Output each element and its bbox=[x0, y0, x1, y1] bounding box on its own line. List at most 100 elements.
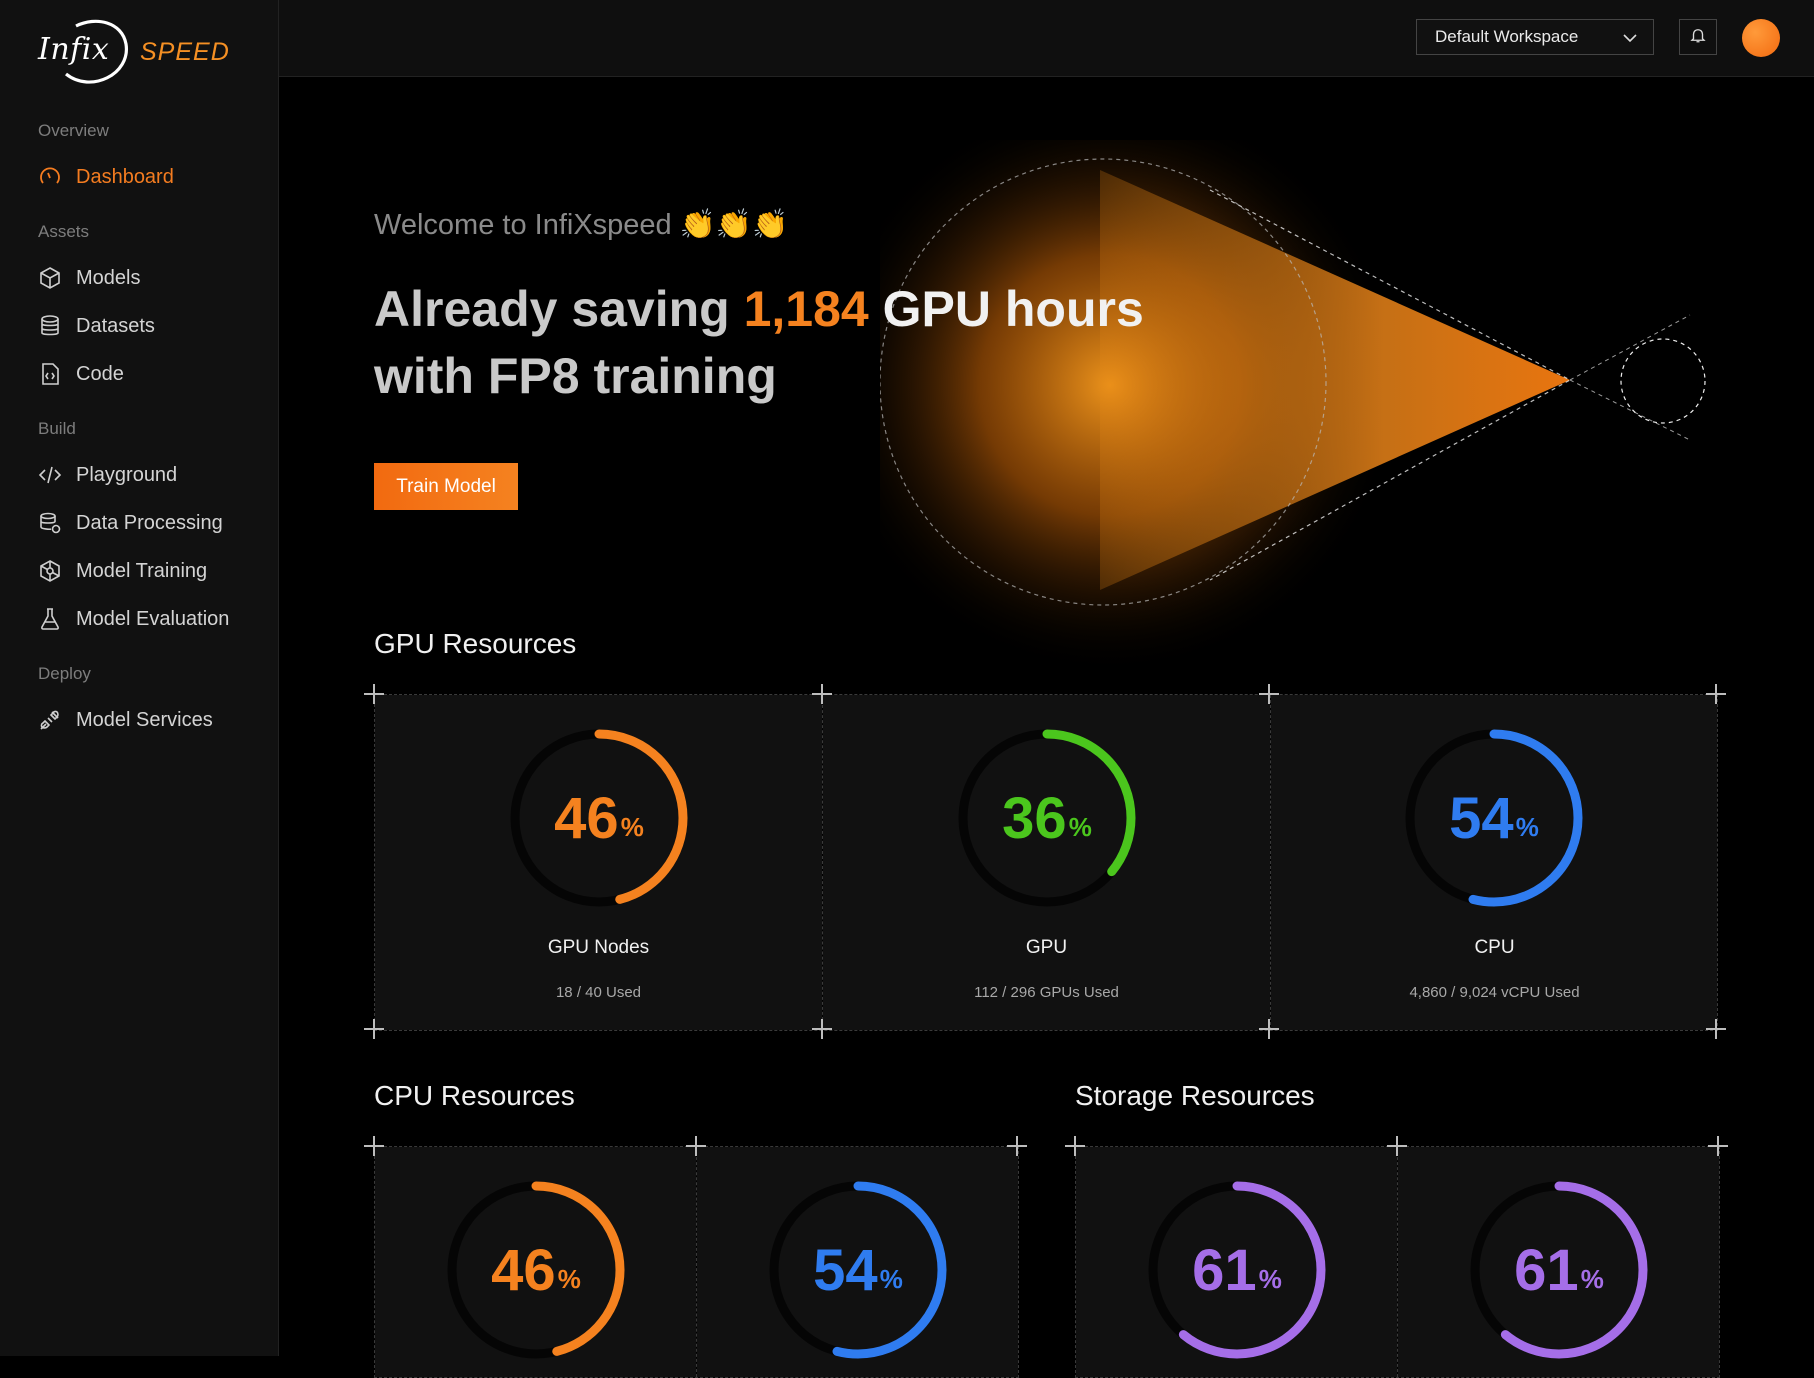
sidebar-item-model-evaluation[interactable]: Model Evaluation bbox=[38, 602, 268, 636]
plug-icon bbox=[38, 708, 62, 732]
cpu-label: CPU bbox=[1474, 937, 1515, 958]
gauge-percent: 54% bbox=[762, 1174, 954, 1366]
cpu-resources-grid: 46% 54% bbox=[374, 1146, 1019, 1378]
headline-gpu-hours-number: 1,184 bbox=[743, 281, 869, 337]
gauge-percent: 54% bbox=[1398, 722, 1590, 914]
gauge-percent: 61% bbox=[1141, 1174, 1333, 1366]
gpu-card: 36% GPU 112 / 296 GPUs Used bbox=[823, 695, 1270, 1030]
storage-resource-card: 61% bbox=[1398, 1147, 1719, 1377]
gauge-icon bbox=[38, 165, 62, 189]
gauge-arc bbox=[510, 729, 688, 907]
gpu-resources-grid: 46% GPU Nodes 18 / 40 Used 36% GPU 112 /… bbox=[374, 694, 1718, 1031]
notification-bell-button[interactable] bbox=[1679, 19, 1717, 55]
gauge-unit: % bbox=[1515, 811, 1539, 842]
corner-marker bbox=[364, 1136, 384, 1156]
gauge-ring bbox=[510, 729, 688, 907]
gauge-percent: 46% bbox=[440, 1174, 632, 1366]
gauge-arc bbox=[447, 1181, 625, 1359]
gauge-unit: % bbox=[879, 1263, 903, 1294]
brand-product: SPEED bbox=[140, 38, 230, 66]
brand-name: Infix bbox=[38, 32, 110, 67]
workspace-select[interactable]: Default Workspace bbox=[1416, 19, 1654, 55]
sidebar-item-label: Dashboard bbox=[76, 165, 174, 188]
gauge-arc bbox=[1470, 1181, 1648, 1359]
storage-resources-grid: 61% 61% bbox=[1075, 1146, 1720, 1378]
code-brackets-icon bbox=[38, 463, 62, 487]
gauge-unit: % bbox=[1258, 1263, 1282, 1294]
corner-marker bbox=[1708, 1136, 1728, 1156]
sidebar-item-data-processing[interactable]: Data Processing bbox=[38, 506, 268, 540]
bell-icon bbox=[1689, 26, 1707, 49]
corner-marker bbox=[686, 1136, 706, 1156]
gpu-nodes-usage: 18 / 40 Used bbox=[555, 984, 642, 1001]
sidebar-item-code[interactable]: Code bbox=[38, 357, 268, 391]
chevron-down-icon bbox=[1621, 29, 1639, 52]
cpu-gauge: 54% bbox=[1398, 722, 1590, 914]
cpu-card: 54% CPU 4,860 / 9,024 vCPU Used bbox=[1271, 695, 1717, 1030]
logo-ring-icon bbox=[65, 19, 128, 84]
gauge-ring bbox=[958, 729, 1136, 907]
train-model-button[interactable]: Train Model bbox=[374, 463, 518, 510]
brand-logo[interactable]: Infix SPEED bbox=[36, 14, 229, 90]
corner-marker bbox=[812, 684, 832, 704]
storage-resource-gauge: 61% bbox=[1463, 1174, 1655, 1366]
gpu-label: GPU bbox=[1025, 937, 1068, 958]
top-bar: Default Workspace bbox=[279, 0, 1814, 77]
headline-gpu-hours: GPU hours bbox=[868, 281, 1144, 337]
corner-marker bbox=[1259, 684, 1279, 704]
corner-marker bbox=[364, 1019, 384, 1039]
gauge-unit: % bbox=[1580, 1263, 1604, 1294]
sidebar-item-model-services[interactable]: Model Services bbox=[38, 703, 268, 737]
workspace-select-value: Default Workspace bbox=[1435, 27, 1579, 46]
sidebar-item-label: Code bbox=[76, 362, 124, 385]
gauge-value: 54 bbox=[813, 1237, 878, 1303]
sidebar-item-dashboard[interactable]: Dashboard bbox=[38, 160, 268, 194]
gauge-arc bbox=[769, 1181, 947, 1359]
sidebar-item-datasets[interactable]: Datasets bbox=[38, 309, 268, 343]
cpu-resources-title: CPU Resources bbox=[374, 1080, 575, 1111]
sidebar-item-label: Data Processing bbox=[76, 511, 223, 534]
card-divider bbox=[822, 695, 823, 1030]
cpu-resource-card: 54% bbox=[697, 1147, 1018, 1377]
model-training-icon bbox=[38, 559, 62, 583]
sidebar-item-label: Datasets bbox=[76, 314, 155, 337]
sidebar-item-label: Model Evaluation bbox=[76, 607, 230, 630]
gauge-ring bbox=[1405, 729, 1583, 907]
corner-marker bbox=[1065, 1136, 1085, 1156]
corner-marker bbox=[1706, 1019, 1726, 1039]
corner-marker bbox=[364, 684, 384, 704]
card-divider bbox=[1270, 695, 1271, 1030]
sidebar-item-label: Model Services bbox=[76, 708, 213, 731]
gauge-unit: % bbox=[557, 1263, 581, 1294]
card-divider bbox=[1397, 1147, 1398, 1377]
sidebar-item-model-training[interactable]: Model Training bbox=[38, 554, 268, 588]
cpu-resource-card: 46% bbox=[375, 1147, 696, 1377]
sidebar-item-models[interactable]: Models bbox=[38, 261, 268, 295]
gauge-arc bbox=[958, 729, 1136, 907]
gauge-value: 61 bbox=[1192, 1237, 1257, 1303]
headline-prefix: Already saving bbox=[374, 281, 744, 337]
corner-marker bbox=[1706, 684, 1726, 704]
sidebar-item-playground[interactable]: Playground bbox=[38, 458, 268, 492]
database-icon bbox=[38, 314, 62, 338]
nav-section-overview: Overview bbox=[38, 121, 109, 140]
gauge-unit: % bbox=[1068, 811, 1092, 842]
user-avatar[interactable] bbox=[1742, 19, 1780, 57]
gauge-ring bbox=[1148, 1181, 1326, 1359]
gauge-value: 46 bbox=[554, 785, 619, 851]
data-processing-icon bbox=[38, 511, 62, 535]
sidebar-item-label: Models bbox=[76, 266, 141, 289]
nav-section-build: Build bbox=[38, 419, 76, 438]
gauge-value: 36 bbox=[1002, 785, 1067, 851]
gpu-nodes-label: GPU Nodes bbox=[547, 937, 650, 958]
storage-resources-title: Storage Resources bbox=[1075, 1080, 1315, 1111]
card-divider bbox=[696, 1147, 697, 1377]
gauge-value: 46 bbox=[491, 1237, 556, 1303]
corner-marker bbox=[1387, 1136, 1407, 1156]
gauge-ring bbox=[769, 1181, 947, 1359]
gpu-resources-title: GPU Resources bbox=[374, 628, 577, 659]
gpu-gauge: 36% bbox=[951, 722, 1143, 914]
corner-marker bbox=[1007, 1136, 1027, 1156]
gpu-usage: 112 / 296 GPUs Used bbox=[974, 984, 1119, 1001]
gauge-ring bbox=[447, 1181, 625, 1359]
